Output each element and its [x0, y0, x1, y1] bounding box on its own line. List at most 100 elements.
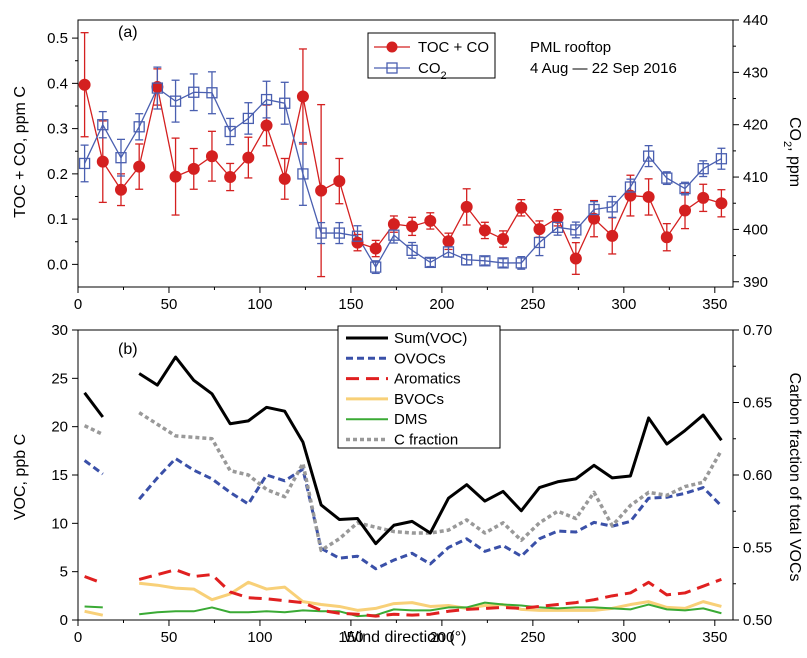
panel-b-y-tick-label: 5: [60, 564, 68, 581]
toc-co-point: [569, 252, 582, 265]
panel-b-axes: 0 50 100 150 200 250 300 350 0 5 10 15 20 25 30 0.50 0.5…: [51, 322, 772, 646]
panel-a-y-axis-label: TOC + CO, ppm C: [12, 86, 29, 218]
legend-label: DMS: [394, 411, 427, 428]
aromatics-line: [84, 575, 104, 585]
aromatics-line: [138, 568, 722, 618]
legend-frame: [337, 325, 501, 449]
panel-b-x-tick-label: 0: [74, 629, 82, 646]
panel-a-y-tick-label: 0.5: [47, 30, 68, 47]
toc-co-point: [533, 223, 546, 236]
panel-b-y-tick-label: 0: [60, 612, 68, 629]
toc-co-point: [224, 171, 237, 184]
legend-marker: [386, 41, 398, 53]
panel-b-y-tick-label: 15: [51, 467, 68, 484]
panel-a-y-tick-label: 0.1: [47, 211, 68, 228]
co2-point: [133, 121, 145, 133]
co2-point: [661, 172, 673, 184]
panel-a-y-tick-label: 0.3: [47, 121, 68, 138]
toc-co-point: [642, 190, 655, 203]
co2-point: [388, 229, 400, 241]
toc-co-point: [406, 220, 419, 233]
co2-point: [533, 236, 546, 249]
co2-point: [642, 150, 655, 162]
panel-a-markers: [78, 78, 728, 273]
toc-co-line: [83, 84, 722, 261]
panel-a-y-tick-label: 0.2: [47, 166, 68, 183]
co2-point: [297, 168, 309, 180]
toc-co-point: [497, 233, 510, 246]
panel-b-y2-axis-label: Carbon fraction of total VOCs: [786, 373, 803, 582]
sum-voc-line: [83, 391, 104, 418]
c-fraction-line: [138, 411, 723, 553]
co2-point: [242, 112, 254, 125]
toc-co-point: [169, 170, 182, 183]
bvocs-line: [139, 580, 722, 612]
co2-point: [224, 125, 236, 138]
co2-point: [497, 257, 509, 269]
panel-a-y2-tick-label: 440: [743, 12, 768, 29]
co2-point: [279, 97, 291, 109]
panel-a-x-tick-label: 0: [74, 296, 82, 313]
panel-a-annotation-line1: PML rooftop: [530, 39, 611, 56]
panel-b-y-tick-label: 10: [51, 515, 68, 532]
c-fraction-line: [83, 424, 104, 436]
co2-point: [260, 93, 273, 106]
panel-a-plot-frame: [77, 19, 734, 288]
panel-a-x-tick-label: 250: [520, 296, 545, 313]
co2-point: [515, 257, 527, 269]
panel-a-x-tick-label: 350: [702, 296, 727, 313]
panel-a-y-tick-label: 0.4: [47, 75, 68, 92]
toc-co-point: [296, 90, 309, 103]
co2-point: [588, 203, 600, 216]
panel-b-series-lines: [83, 355, 723, 618]
panel-b-x-tick-label: 150: [338, 629, 363, 646]
toc-co-point: [114, 183, 127, 196]
co2-point: [115, 152, 127, 164]
panel-b-y2-tick-label: 0.65: [743, 395, 772, 412]
co2-point: [424, 256, 436, 269]
panel-b-legend: Sum(VOC) OVOCs Aromatics BVOCs DMS C fraction: [337, 325, 501, 449]
co2-point: [442, 246, 455, 258]
toc-co-point: [242, 151, 255, 164]
co2-point: [679, 182, 691, 195]
toc-co-point: [478, 224, 491, 237]
toc-co-point: [260, 119, 273, 132]
toc-co-point: [315, 184, 328, 197]
panel-b-y-axis-label: VOC, ppb C: [12, 434, 29, 520]
panel-b-y2-tick-label: 0.55: [743, 540, 772, 557]
co2-point: [351, 230, 364, 242]
co2-point: [461, 254, 473, 266]
bvocs-line: [84, 609, 104, 617]
panel-a-annotation-line2: 4 Aug — 22 Sep 2016: [530, 60, 677, 77]
toc-co-point: [424, 214, 437, 227]
panel-b-x-tick-label: 350: [702, 629, 727, 646]
co2-point: [315, 227, 327, 239]
panel-a-axes: 0 50 100 150 200 250 300 350 0.0 0.1 0.2 0.3 0.4 0.5 3…: [47, 12, 768, 313]
panel-b-x-tick-label: 300: [611, 629, 636, 646]
legend-label: OVOCs: [394, 350, 446, 367]
panel-a-y-tick-label: 0.0: [47, 256, 68, 273]
co2-point: [624, 181, 637, 193]
toc-co-point: [133, 160, 146, 173]
legend-label: BVOCs: [394, 391, 444, 408]
toc-co-point: [96, 155, 109, 168]
dms-line: [139, 601, 722, 618]
panel-a-x-tick-label: 200: [429, 296, 454, 313]
panel-b-y-tick-label: 25: [51, 370, 68, 387]
toc-co-point: [187, 162, 200, 175]
panel-b-x-tick-label: 100: [247, 629, 272, 646]
toc-co-point: [333, 175, 346, 188]
toc-co-point: [387, 218, 400, 231]
ovocs-line: [138, 457, 723, 571]
panel-a-x-tick-label: 50: [161, 296, 178, 313]
toc-co-point: [278, 172, 291, 185]
panel-b-y2-tick-label: 0.60: [743, 467, 772, 484]
toc-co-point: [515, 201, 528, 214]
legend-label: CO2: [418, 60, 447, 82]
co2-point: [206, 87, 218, 99]
co2-point: [169, 95, 182, 107]
co2-point: [333, 227, 345, 239]
panel-a: 0 50 100 150 200 250 300 350 0.0 0.1 0.2 0.3 0.4 0.5 3…: [12, 12, 803, 313]
toc-co-point: [660, 231, 673, 244]
